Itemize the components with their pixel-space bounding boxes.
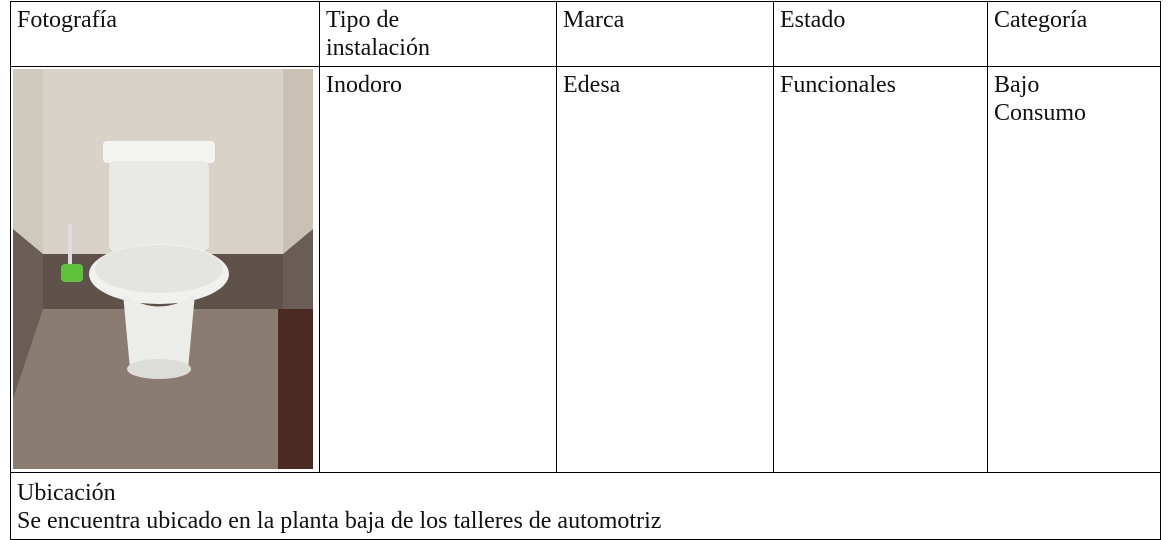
header-text: Marca [563, 7, 625, 33]
data-cell: Funcionales [773, 66, 988, 473]
cell-text: Bajo Consumo [994, 72, 1087, 126]
header-cell: Categoría [987, 1, 1161, 67]
header-cell: Tipo de instalación [319, 1, 557, 67]
cell-text: Inodoro [326, 72, 402, 98]
header-row: Fotografía Tipo de instalación Marca Est… [10, 1, 1161, 67]
header-text: Tipo de instalación [326, 7, 430, 61]
header-text: Fotografía [17, 7, 117, 33]
photo-cell [10, 66, 320, 473]
cell-text: Edesa [563, 72, 621, 98]
data-row: Inodoro Edesa Funcionales Bajo Consumo [10, 66, 1161, 473]
inventory-table: Fotografía Tipo de instalación Marca Est… [10, 1, 1161, 540]
data-cell: Edesa [556, 66, 774, 473]
header-text: Categoría [994, 7, 1088, 33]
location-label: Ubicación [17, 480, 116, 506]
location-row: Ubicación Se encuentra ubicado en la pla… [10, 472, 1161, 540]
header-cell: Estado [773, 1, 988, 67]
data-cell: Inodoro [319, 66, 557, 473]
header-cell: Marca [556, 1, 774, 67]
location-text: Se encuentra ubicado en la planta baja d… [17, 508, 662, 534]
location-cell: Ubicación Se encuentra ubicado en la pla… [10, 472, 1161, 540]
data-cell: Bajo Consumo [987, 66, 1161, 473]
header-text: Estado [780, 7, 846, 33]
toilet-photo [13, 69, 313, 469]
cell-text: Funcionales [780, 72, 896, 98]
header-cell: Fotografía [10, 1, 320, 67]
